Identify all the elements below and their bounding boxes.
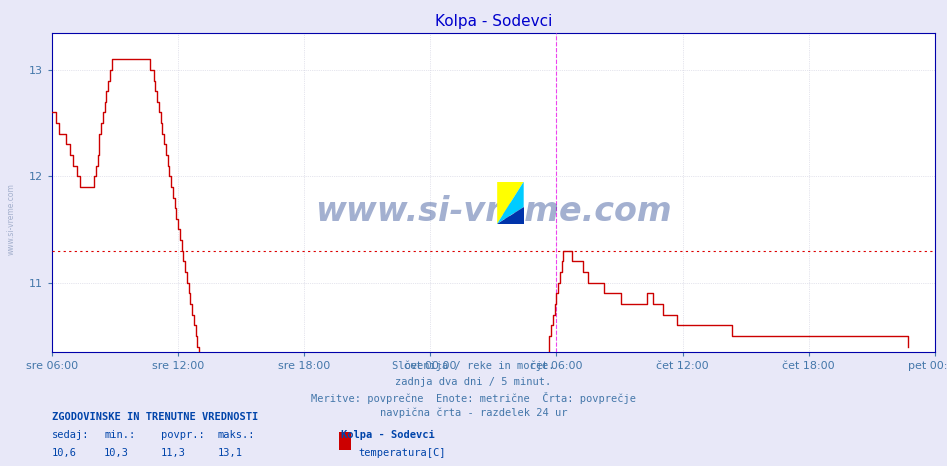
- Polygon shape: [497, 182, 524, 224]
- Text: sedaj:: sedaj:: [52, 430, 90, 440]
- Text: ZGODOVINSKE IN TRENUTNE VREDNOSTI: ZGODOVINSKE IN TRENUTNE VREDNOSTI: [52, 412, 259, 422]
- Text: 13,1: 13,1: [218, 448, 242, 458]
- Text: Meritve: povprečne  Enote: metrične  Črta: povprečje: Meritve: povprečne Enote: metrične Črta:…: [311, 392, 636, 404]
- Text: zadnja dva dni / 5 minut.: zadnja dva dni / 5 minut.: [396, 377, 551, 386]
- Text: Slovenija / reke in morje.: Slovenija / reke in morje.: [392, 361, 555, 371]
- Text: maks.:: maks.:: [218, 430, 256, 440]
- Text: povpr.:: povpr.:: [161, 430, 205, 440]
- Text: www.si-vreme.com: www.si-vreme.com: [315, 195, 671, 228]
- Polygon shape: [497, 207, 524, 224]
- Text: 10,3: 10,3: [104, 448, 129, 458]
- Title: Kolpa - Sodevci: Kolpa - Sodevci: [435, 14, 552, 29]
- Text: 11,3: 11,3: [161, 448, 186, 458]
- Text: min.:: min.:: [104, 430, 135, 440]
- Text: Kolpa - Sodevci: Kolpa - Sodevci: [341, 430, 435, 440]
- Text: navpična črta - razdelek 24 ur: navpična črta - razdelek 24 ur: [380, 407, 567, 418]
- Text: 10,6: 10,6: [52, 448, 77, 458]
- Text: temperatura[C]: temperatura[C]: [358, 448, 445, 458]
- Polygon shape: [497, 182, 524, 224]
- Text: www.si-vreme.com: www.si-vreme.com: [7, 183, 16, 255]
